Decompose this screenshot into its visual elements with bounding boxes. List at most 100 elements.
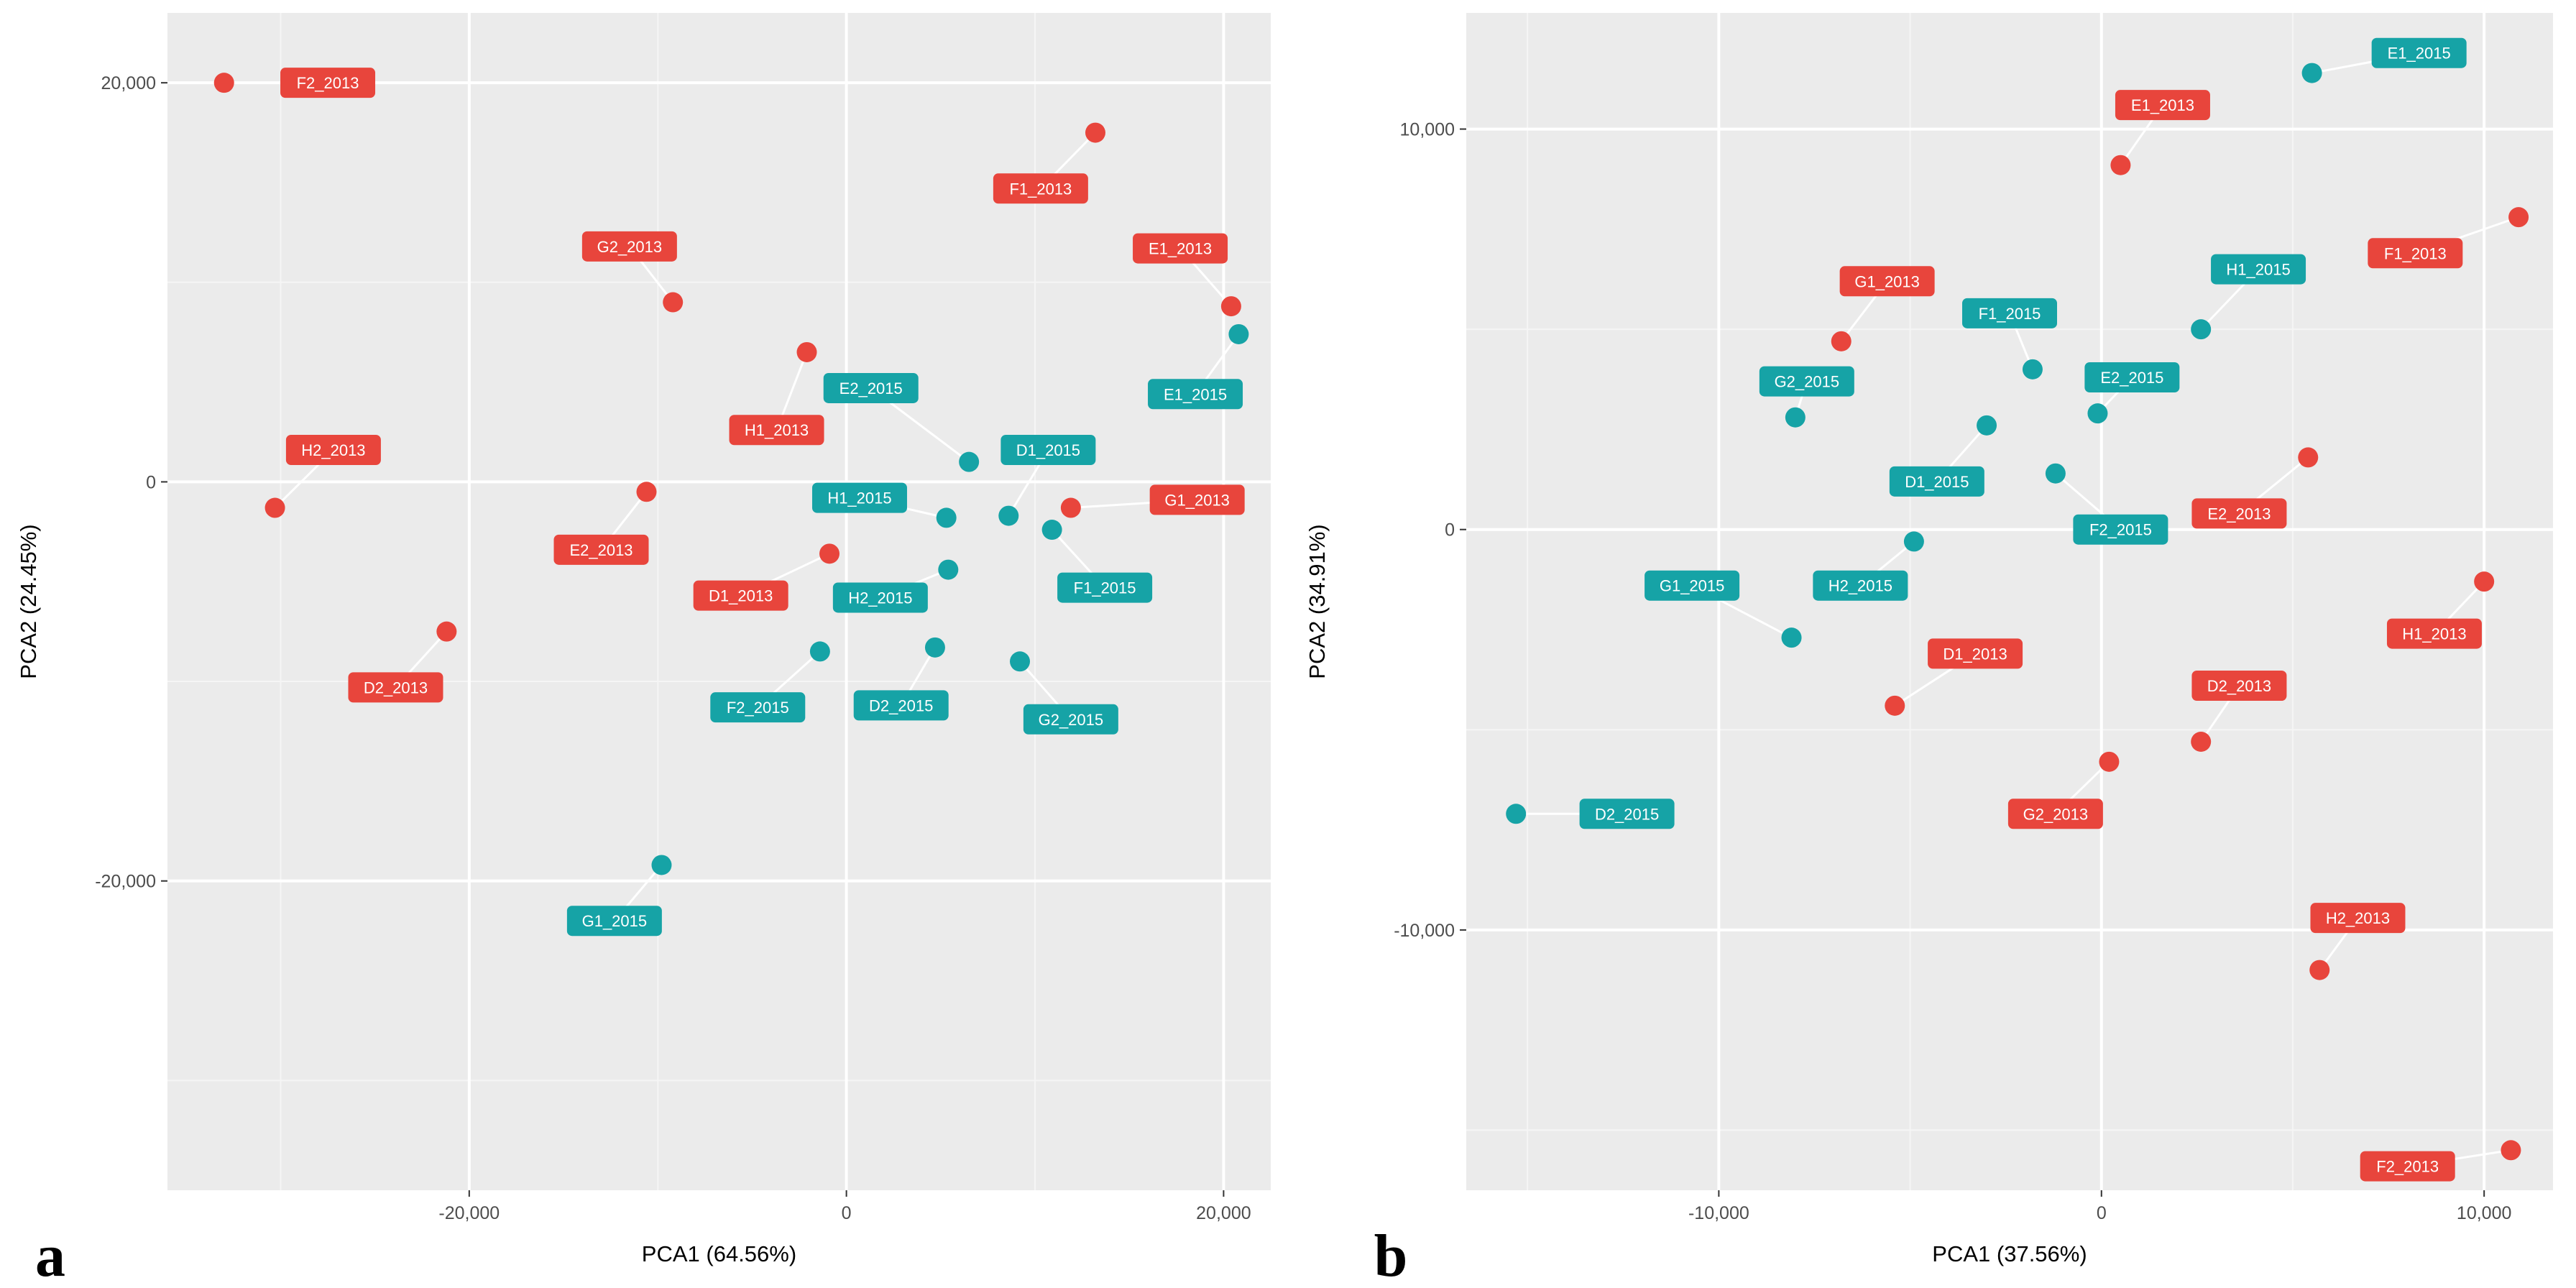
panel-b-point-d1-2013 <box>1885 695 1905 716</box>
panel-a-label-text-f1-2015: F1_2015 <box>1074 579 1136 597</box>
panel-b-label-d1-2015: D1_2015 <box>1889 466 1984 497</box>
panel-a-label-h1-2013: H1_2013 <box>729 415 824 446</box>
panel-a-point-labels: F2_2013 F1_2013 G2_2013 E1_2013 H1_2013 H2_20… <box>280 68 1245 937</box>
panel-b-label-text-h1-2013: H1_2013 <box>2402 625 2466 643</box>
panel-a-point-g2-2013 <box>663 292 684 313</box>
panel-a-label-text-e1-2013: E1_2013 <box>1149 240 1212 258</box>
panel-a-label-box-d1-2013 <box>693 580 788 611</box>
panel-a-label-box-h1-2013 <box>729 415 824 446</box>
panel-a-label-box-h1-2015 <box>811 482 907 513</box>
panel-b-label-text-h2-2015: H2_2015 <box>1828 577 1892 595</box>
panel-a-label-h1-2015: H1_2015 <box>811 482 907 513</box>
panel-b-label-e1-2013: E1_2013 <box>2115 90 2210 121</box>
panel-b-label-h1-2013: H1_2013 <box>2386 618 2482 649</box>
panel-b-label-box-h2-2013 <box>2310 903 2406 934</box>
panel-b-label-text-g1-2013: G1_2013 <box>1854 272 1920 290</box>
panel-a-point-h1-2015 <box>936 507 957 528</box>
panel-b-point-e2-2013 <box>2298 447 2319 468</box>
panel-a-point-e1-2013 <box>1220 296 1241 317</box>
panel-b-label-text-d2-2013: D2_2013 <box>2207 677 2271 695</box>
panel-a-label-e2-2013: E2_2013 <box>553 534 649 565</box>
panel-b-x-axis-title: PCA1 (37.56%) <box>1932 1241 2087 1266</box>
panel-a-label-g2-2015: G2_2015 <box>1023 704 1118 735</box>
panel-a-label-d2-2015: D2_2015 <box>853 690 949 721</box>
panel-b-y-axis-title: PCA2 (34.91%) <box>1305 524 1330 678</box>
panel-a-label-text-d2-2015: D2_2015 <box>869 696 933 714</box>
panel-a-point-h2-2015 <box>938 559 959 580</box>
panel-a-label-e2-2015: E2_2015 <box>823 372 919 403</box>
panel-a-point-f2-2015 <box>809 641 830 662</box>
panel-b-label-g2-2015: G2_2015 <box>1759 366 1854 397</box>
panel-a-label-box-f1-2013 <box>993 173 1088 204</box>
panel-b-point-e1-2015 <box>2301 63 2322 83</box>
panel-a-label-text-d2-2013: D2_2013 <box>364 678 428 696</box>
panel-a-point-f2-2013 <box>213 73 234 93</box>
panel-b-label-f2-2015: F2_2015 <box>2073 514 2168 545</box>
panel-a: -20,000 0 20,000 -20,000 0 20,000 PCA1 (64.56%… <box>16 13 1271 1288</box>
panel-b-x-tick-label: 0 <box>2097 1203 2107 1223</box>
panel-b-label-box-d2-2013 <box>2191 671 2287 701</box>
panel-a-label-text-h2-2015: H2_2015 <box>848 589 912 607</box>
panel-b-point-d2-2015 <box>1506 804 1527 824</box>
panel-a-label-box-d2-2015 <box>853 690 949 721</box>
panel-b-label-box-h1-2013 <box>2386 618 2482 649</box>
panel-a-point-e2-2015 <box>959 451 980 472</box>
panel-a-point-d2-2013 <box>436 621 457 642</box>
panel-b-label-text-g2-2013: G2_2013 <box>2023 805 2089 823</box>
panel-b-label-box-g2-2013 <box>2007 799 2103 829</box>
panel-b-label-box-f1-2015 <box>1962 298 2057 328</box>
panel-a-point-h2-2013 <box>264 497 285 518</box>
panel-a-x-tick-label: -20,000 <box>438 1203 500 1223</box>
panel-a-label-d2-2013: D2_2013 <box>348 672 443 703</box>
panel-a-label-d1-2013: D1_2013 <box>693 580 788 611</box>
panel-a-label-box-g1-2015 <box>566 906 662 937</box>
panel-b-label-e2-2013: E2_2013 <box>2191 498 2287 529</box>
panel-b-label-e1-2015: E1_2015 <box>2371 37 2467 68</box>
panel-a-point-e1-2015 <box>1228 323 1249 344</box>
panel-b-label-box-h1-2015 <box>2211 254 2306 285</box>
panel-b-label-box-g1-2013 <box>1839 266 1935 297</box>
panel-a-label-h2-2015: H2_2015 <box>832 582 928 613</box>
panel-a-y-tick-label: 0 <box>146 472 156 492</box>
panel-a-label-box-g1-2013 <box>1149 484 1245 515</box>
panel-b-y-tick-label: 0 <box>1445 520 1455 540</box>
panel-a-point-d1-2013 <box>819 543 840 564</box>
panel-b-label-box-d2-2015 <box>1579 799 1675 829</box>
panel-a-label-box-e1-2015 <box>1148 379 1243 410</box>
panel-a-x-axis-title: PCA1 (64.56%) <box>642 1241 796 1266</box>
panel-a-label-g1-2015: G1_2015 <box>566 906 662 937</box>
panel-b-label-f1-2013: F1_2013 <box>2368 238 2463 269</box>
panel-b-x-tick-label: -10,000 <box>1688 1203 1749 1223</box>
panel-b-label-box-f2-2015 <box>2073 514 2168 545</box>
panel-a-label-text-f1-2013: F1_2013 <box>1009 180 1072 198</box>
panel-a-x-tick-label: 0 <box>842 1203 852 1223</box>
panel-b-label-box-e1-2015 <box>2371 37 2467 68</box>
panel-b-point-g2-2013 <box>2099 751 2120 772</box>
panel-b-label-box-e1-2013 <box>2115 90 2210 121</box>
panel-a-y-tick-label: 20,000 <box>101 73 156 93</box>
panel-b-point-e2-2015 <box>2087 403 2108 424</box>
panel-a-label-box-e1-2013 <box>1133 233 1228 264</box>
panel-a-label-box-g2-2015 <box>1023 704 1118 735</box>
panel-b-label-box-d1-2015 <box>1889 466 1984 497</box>
panel-b-y-tick-label: -10,000 <box>1394 921 1455 941</box>
panel-a-label-f2-2013: F2_2013 <box>280 68 376 98</box>
panel-a-label-text-g1-2013: G1_2013 <box>1164 491 1230 509</box>
panel-a-letter: a <box>35 1223 65 1288</box>
panel-a-label-box-f1-2015 <box>1057 572 1153 603</box>
panel-b-label-text-h1-2015: H1_2015 <box>2226 261 2290 279</box>
panel-a-label-f1-2015: F1_2015 <box>1057 572 1153 603</box>
panel-a-label-box-g2-2013 <box>581 231 677 262</box>
panel-b-label-d2-2015: D2_2015 <box>1579 799 1675 829</box>
panel-b-label-box-f1-2013 <box>2368 238 2463 269</box>
panel-a-label-f2-2015: F2_2015 <box>710 692 806 723</box>
panel-a-label-box-d1-2015 <box>1000 435 1096 466</box>
panel-b-letter: b <box>1374 1223 1408 1288</box>
panel-a-point-d1-2015 <box>998 505 1019 526</box>
panel-a-label-box-h2-2015 <box>832 582 928 613</box>
panel-b-label-text-g2-2015: G2_2015 <box>1775 373 1840 391</box>
panel-a-label-text-e1-2015: E1_2015 <box>1164 385 1227 403</box>
panel-b-point-f1-2015 <box>2022 359 2043 380</box>
panel-a-label-text-h1-2013: H1_2013 <box>745 421 809 439</box>
